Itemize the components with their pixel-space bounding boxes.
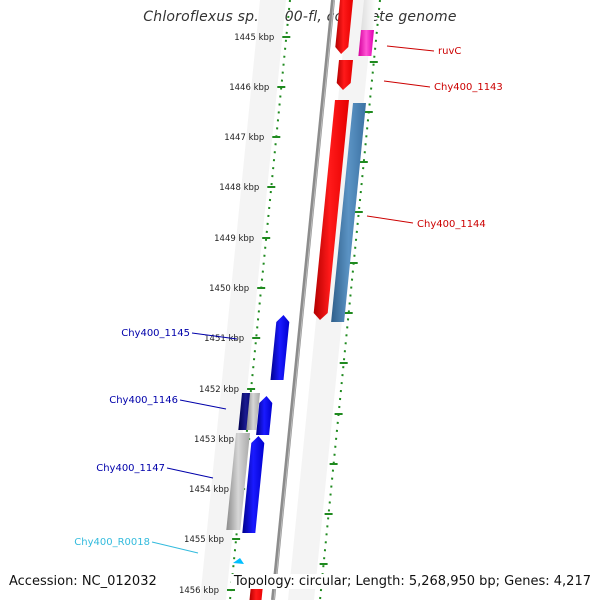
gene-label-leader <box>151 541 199 554</box>
ruler-tick-label: 1451 kbp <box>204 334 244 344</box>
ruler-tick-label: 1450 kbp <box>209 284 249 294</box>
gene-chy400-1146-gray[interactable] <box>246 393 260 430</box>
ruler-tick-label: 1454 kbp <box>189 485 229 495</box>
gene-chy400-1147[interactable] <box>242 436 265 533</box>
gene-label[interactable]: ruvC <box>438 46 461 57</box>
forward-lane <box>288 0 374 600</box>
ruler-tick-label: 1456 kbp <box>179 586 219 596</box>
gene-gray-block[interactable] <box>226 433 250 530</box>
gene-label-leader <box>179 399 227 410</box>
gene-chy400-1144-red[interactable] <box>313 100 349 320</box>
ruler-tick-label: 1453 kbp <box>194 435 234 445</box>
ruler-tick-label: 1445 kbp <box>234 33 274 43</box>
gene-label[interactable]: Chy400_1144 <box>417 219 486 230</box>
ruler-tick-label: 1446 kbp <box>229 83 269 93</box>
ruler-tick-label: 1452 kbp <box>199 385 239 395</box>
gene-label-leader <box>166 467 214 479</box>
genome-backbone-highlight <box>273 0 335 600</box>
gene-chy400-1145[interactable] <box>270 315 290 380</box>
gene-chy400-1146[interactable] <box>256 396 273 435</box>
accession-text: Accession: NC_012032 <box>9 574 157 589</box>
genome-backbone <box>271 0 335 600</box>
gene-label-leader <box>366 215 414 224</box>
gene-label[interactable]: Chy400_1143 <box>434 82 503 93</box>
gene-label-leader <box>386 45 435 52</box>
gene-ruvC-partner[interactable] <box>335 0 353 54</box>
gene-label[interactable]: Chy400_1145 <box>121 328 190 339</box>
topology-text: Topology: circular; Length: 5,268,950 bp… <box>230 574 591 589</box>
gene-label-leader <box>191 332 238 340</box>
gene-label[interactable]: Chy400_1146 <box>109 395 178 406</box>
gene-label[interactable]: Chy400_R0018 <box>74 537 150 548</box>
ruler-tick-label: 1449 kbp <box>214 234 254 244</box>
gene-ruvC[interactable] <box>358 30 374 56</box>
ruler-tick-label: 1448 kbp <box>219 183 259 193</box>
gene-chy400-1143[interactable] <box>336 60 353 90</box>
gene-chy400-1144[interactable] <box>331 103 366 322</box>
genome-title: Chloroflexus sp. Y-400-fl, complete geno… <box>143 9 457 25</box>
reverse-lane <box>200 0 286 600</box>
rna-chy400-r0018[interactable] <box>233 558 244 564</box>
gene-label[interactable]: Chy400_1147 <box>96 463 165 474</box>
ruler-tick-label: 1447 kbp <box>224 133 264 143</box>
gene-label-leader <box>383 80 431 88</box>
ruler-tick-label: 1455 kbp <box>184 535 224 545</box>
